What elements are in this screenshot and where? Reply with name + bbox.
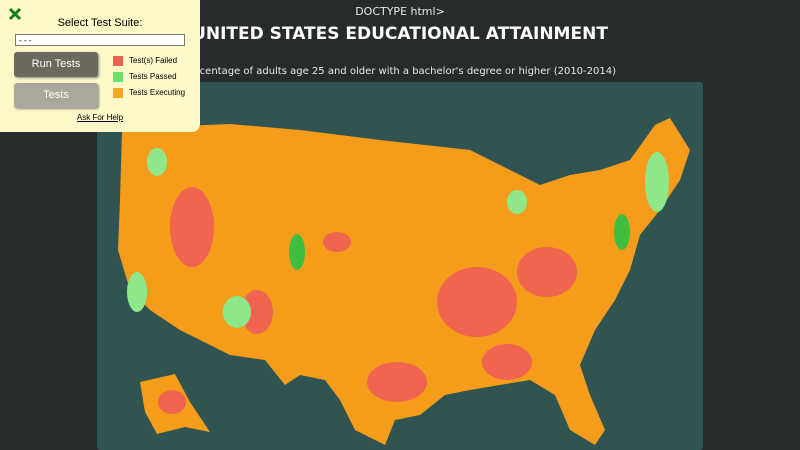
patch <box>147 148 167 176</box>
page-title: UNITED STATES EDUCATIONAL ATTAINMENT <box>192 24 608 44</box>
patch <box>241 290 273 334</box>
legend-swatch <box>113 88 123 98</box>
patch <box>482 344 532 380</box>
patch <box>127 272 147 312</box>
patch <box>437 267 517 337</box>
patch <box>507 190 527 214</box>
page-subtitle: Percentage of adults age 25 and older wi… <box>183 66 617 77</box>
close-x <box>8 7 22 21</box>
patch <box>645 152 669 212</box>
legend-label: Tests Executing <box>129 88 186 98</box>
map <box>97 82 703 450</box>
help-link[interactable]: Ask For Help <box>76 113 124 122</box>
patch <box>323 232 351 252</box>
county-patches <box>127 148 669 414</box>
run-tests-button[interactable]: Run Tests <box>14 52 98 77</box>
patch <box>223 296 251 328</box>
patch <box>289 234 305 270</box>
legend-swatch <box>113 72 123 82</box>
suite-select[interactable]: - - - <box>15 34 185 46</box>
test-panel: Select Test Suite: - - - Run Tests Tests… <box>0 0 200 132</box>
close-icon[interactable] <box>8 7 22 21</box>
patch <box>367 362 427 402</box>
doctype-text: DOCTYPE html> <box>355 5 445 18</box>
legend-item: Tests Executing <box>113 88 185 98</box>
legend-item: Tests Passed <box>113 72 177 82</box>
legend-item: Test(s) Failed <box>113 56 177 66</box>
legend-label: Test(s) Failed <box>129 56 178 66</box>
tests-button[interactable]: Tests <box>14 83 98 108</box>
patch <box>517 247 577 297</box>
legend-swatch <box>113 56 123 66</box>
patch <box>170 187 214 267</box>
patch <box>614 214 630 250</box>
select-label: Select Test Suite: <box>57 17 143 29</box>
us-map <box>118 118 690 445</box>
legend-label: Tests Passed <box>129 72 177 82</box>
patch <box>158 390 186 414</box>
